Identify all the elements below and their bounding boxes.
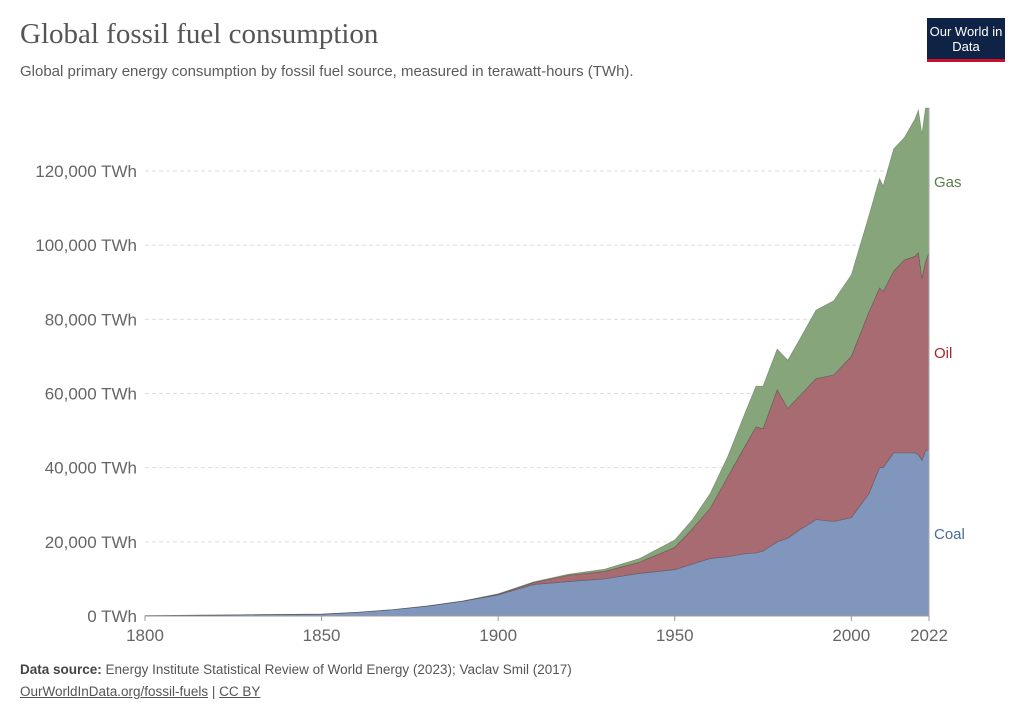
license-link[interactable]: CC BY [219,684,261,699]
series-label-coal: Coal [934,526,965,543]
separator: | [211,684,216,699]
x-tick-label: 2022 [910,626,948,645]
footer-links: OurWorldInData.org/fossil-fuels | CC BY [20,684,260,699]
x-tick-label: 1950 [656,626,694,645]
y-tick-label: 60,000 TWh [45,385,137,404]
series-label-gas: Gas [934,174,962,191]
series-label-oil: Oil [934,345,952,362]
y-tick-label: 40,000 TWh [45,459,137,478]
data-source: Data source: Energy Institute Statistica… [20,662,572,677]
x-tick-label: 1800 [126,626,164,645]
chart-subtitle: Global primary energy consumption by fos… [20,63,634,80]
owid-link[interactable]: OurWorldInData.org/fossil-fuels [20,684,209,699]
source-text: Energy Institute Statistical Review of W… [105,662,572,677]
owid-logo[interactable]: Our World in Data [927,18,1005,62]
x-tick-label: 2000 [832,626,870,645]
x-tick-label: 1900 [479,626,517,645]
y-tick-label: 100,000 TWh [35,236,137,255]
chart-title: Global fossil fuel consumption [20,18,379,50]
y-tick-label: 0 TWh [87,607,137,626]
y-tick-label: 80,000 TWh [45,310,137,329]
y-tick-label: 120,000 TWh [35,162,137,181]
x-tick-label: 1850 [303,626,341,645]
source-label: Data source: [20,662,102,677]
y-tick-label: 20,000 TWh [45,533,137,552]
